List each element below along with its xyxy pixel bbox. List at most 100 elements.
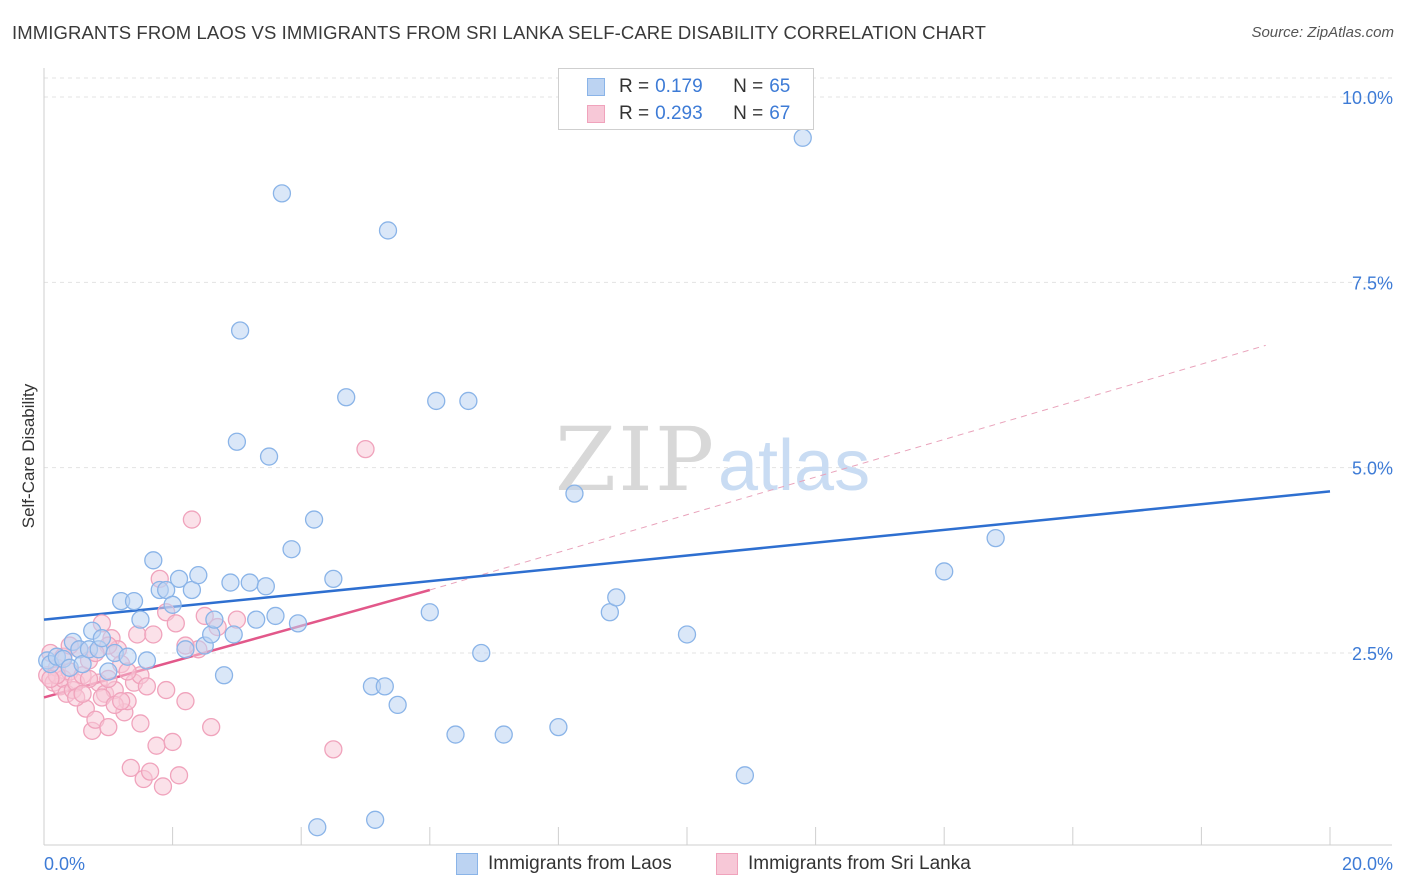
- srilanka-point: [112, 692, 131, 711]
- laos-n-value: 65: [769, 76, 791, 97]
- trend-lines: [43, 344, 1331, 699]
- laos-r-label: R =: [619, 76, 650, 97]
- srilanka-trend-extension: [429, 344, 1266, 591]
- laos-point: [324, 569, 343, 589]
- legend-item-srilanka: Immigrants from Sri Lanka: [716, 851, 971, 877]
- laos-point: [677, 625, 697, 644]
- laos-point: [735, 766, 755, 785]
- laos-point: [308, 818, 327, 837]
- tick-labels: 2.5% 5.0% 7.5% 10.0% 0.0% 20.0%: [44, 88, 1393, 874]
- source-label: Source: ZipAtlas.com: [1251, 24, 1394, 41]
- laos-point: [304, 510, 324, 529]
- laos-point: [337, 388, 356, 407]
- laos-point: [176, 640, 195, 659]
- srilanka-point: [182, 510, 202, 529]
- laos-point: [420, 603, 439, 622]
- laos-point: [935, 562, 954, 581]
- srilanka-point: [131, 714, 150, 733]
- watermark-atlas: atlas: [718, 426, 870, 506]
- laos-point: [240, 573, 259, 592]
- srilanka-point: [176, 692, 195, 711]
- laos-point: [118, 647, 137, 666]
- laos-point: [459, 391, 478, 411]
- data-points: [38, 128, 1005, 837]
- laos-point: [137, 651, 157, 670]
- laos-point: [259, 447, 279, 466]
- laos-n-label: N =: [733, 76, 764, 97]
- laos-point: [221, 573, 240, 592]
- laos-point: [378, 221, 398, 240]
- srilanka-point: [356, 439, 375, 459]
- y-tick-label: 2.5%: [1352, 644, 1393, 664]
- srilanka-point: [121, 758, 140, 778]
- srilanka-point: [73, 684, 92, 703]
- chart-title: IMMIGRANTS FROM LAOS VS IMMIGRANTS FROM …: [12, 22, 987, 43]
- laos-point: [131, 610, 150, 629]
- laos-point: [266, 606, 285, 626]
- laos-point: [446, 725, 465, 744]
- srilanka-point: [99, 717, 118, 737]
- srilanka-legend-swatch: [716, 853, 738, 875]
- laos-point: [282, 540, 301, 559]
- stats-legend: R = 0.179 N = 65 R = 0.293 N = 67: [558, 68, 814, 130]
- srilanka-point: [147, 736, 166, 755]
- legend-item-laos: Immigrants from Laos: [456, 851, 672, 877]
- laos-point: [227, 432, 247, 451]
- y-tick-label: 10.0%: [1342, 88, 1393, 108]
- laos-point: [124, 591, 144, 611]
- srilanka-n-label: N =: [733, 103, 764, 124]
- laos-point: [793, 128, 812, 147]
- srilanka-point: [144, 625, 163, 644]
- laos-legend-label: Immigrants from Laos: [488, 853, 672, 874]
- y-tick-label: 7.5%: [1352, 273, 1393, 293]
- srilanka-point: [153, 777, 173, 796]
- axes: [43, 68, 1392, 846]
- x-tick-label-max: 20.0%: [1342, 854, 1393, 874]
- laos-point: [549, 717, 568, 737]
- srilanka-point: [202, 717, 221, 737]
- laos-point: [388, 695, 407, 715]
- laos-point: [247, 610, 266, 629]
- laos-legend-swatch: [456, 853, 478, 875]
- laos-point: [365, 810, 385, 829]
- srilanka-point: [324, 740, 343, 759]
- laos-r-value: 0.179: [655, 76, 703, 97]
- srilanka-point: [128, 625, 147, 644]
- watermark: ZIP atlas: [555, 408, 870, 511]
- laos-point: [494, 725, 513, 744]
- x-tick-label-min: 0.0%: [44, 854, 85, 874]
- laos-point: [986, 528, 1005, 548]
- laos-point: [214, 666, 234, 685]
- laos-point: [272, 184, 292, 203]
- srilanka-point: [169, 766, 189, 785]
- laos-point: [99, 662, 118, 681]
- srilanka-point: [137, 677, 157, 696]
- y-axis-label: Self-Care Disability: [19, 383, 38, 528]
- srilanka-n-value: 67: [769, 103, 791, 124]
- laos-point: [472, 643, 491, 663]
- laos-point: [205, 610, 224, 629]
- laos-point: [375, 677, 394, 696]
- legend-row-srilanka: R = 0.293 N = 67: [587, 101, 790, 127]
- laos-point: [607, 588, 626, 607]
- srilanka-point: [227, 610, 247, 629]
- laos-swatch: [587, 78, 605, 96]
- srilanka-point: [163, 732, 182, 752]
- laos-point: [202, 625, 221, 644]
- legend-row-laos: R = 0.179 N = 65: [587, 74, 790, 100]
- laos-point: [288, 614, 308, 633]
- laos-point: [224, 625, 243, 644]
- srilanka-legend-label: Immigrants from Sri Lanka: [748, 853, 971, 874]
- srilanka-point: [157, 680, 176, 700]
- srilanka-swatch: [587, 105, 605, 123]
- laos-point: [163, 595, 182, 614]
- srilanka-point: [140, 762, 160, 781]
- laos-point: [169, 569, 189, 589]
- srilanka-r-value: 0.293: [655, 103, 703, 124]
- laos-point: [230, 321, 250, 340]
- y-tick-label: 5.0%: [1352, 459, 1393, 479]
- srilanka-point: [166, 614, 185, 633]
- gridlines: [44, 77, 1392, 654]
- laos-point: [256, 577, 275, 596]
